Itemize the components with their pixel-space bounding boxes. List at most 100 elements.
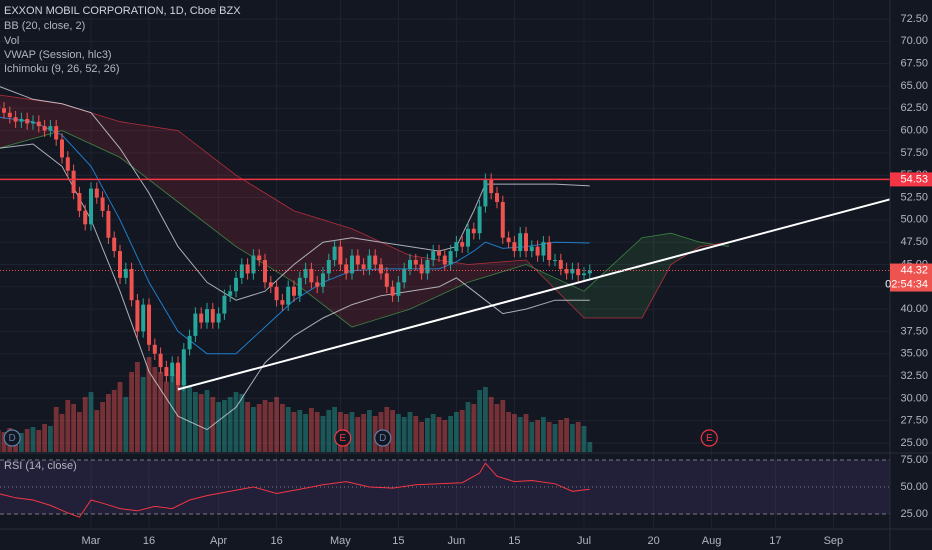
candle-body <box>239 264 244 278</box>
volume-bar <box>0 430 1 452</box>
volume-bar <box>587 442 593 452</box>
y-tick-label: 60.00 <box>900 124 928 136</box>
candle-body <box>297 277 302 296</box>
volume-bar <box>169 374 175 452</box>
candle-body <box>181 349 186 385</box>
volume-bar <box>152 367 158 452</box>
candle-body <box>94 188 99 198</box>
volume-bar <box>140 377 146 452</box>
candle-body <box>570 268 575 274</box>
y-tick-label: 30.00 <box>900 392 928 404</box>
volume-bar <box>390 410 395 452</box>
candle-body <box>349 255 354 274</box>
candle-body <box>71 170 76 194</box>
volume-bar <box>77 412 82 452</box>
candle-body <box>384 273 389 287</box>
volume-bar <box>227 397 233 452</box>
rsi-pane <box>0 459 890 518</box>
volume-bar <box>308 408 314 452</box>
candle-body <box>48 126 53 131</box>
candle-body <box>25 118 30 124</box>
volume-bar <box>320 416 326 452</box>
event-marker <box>700 429 718 447</box>
volume-bar <box>314 412 320 452</box>
candle-body <box>547 242 552 261</box>
candle-body <box>541 242 546 256</box>
volume-bar <box>546 422 552 452</box>
candle-body <box>204 309 209 323</box>
volume-bar <box>523 414 529 452</box>
candle-body <box>344 264 349 274</box>
volume-bar <box>198 394 204 452</box>
candle-body <box>187 335 192 350</box>
candle-body <box>164 367 169 377</box>
candle-body <box>378 264 383 274</box>
volume-bar <box>488 397 494 452</box>
candle-body <box>465 228 470 247</box>
x-tick-label: Sep <box>824 535 844 547</box>
rsi-title: RSI (14, close) <box>4 460 77 472</box>
volume-bar <box>361 414 366 452</box>
x-tick-label: 15 <box>508 535 520 547</box>
y-tick-label: 40.00 <box>900 303 928 315</box>
candle-body <box>402 268 407 283</box>
rsi-tick-label: 25.00 <box>900 508 928 520</box>
volume-bar <box>117 382 123 452</box>
volume-bar <box>436 417 442 452</box>
candle-body <box>454 242 459 252</box>
volume-bar <box>71 404 77 452</box>
volume-bar <box>216 402 221 452</box>
volume-bar <box>192 392 198 452</box>
volume-bar <box>36 430 42 452</box>
x-tick-label: Jul <box>577 535 591 547</box>
candle-body <box>176 362 180 385</box>
volume-bar <box>291 412 297 452</box>
candle-body <box>42 126 47 131</box>
rsi-line <box>0 462 590 518</box>
level-label: 54.53 <box>900 173 928 185</box>
candle-body <box>436 251 441 256</box>
candle-body <box>89 188 94 225</box>
volume-bar <box>285 407 291 452</box>
candle-body <box>13 117 18 122</box>
candle-body <box>489 179 494 194</box>
volume-bar <box>482 387 488 452</box>
y-tick-label: 70.00 <box>900 35 928 47</box>
x-tick-label: 20 <box>647 535 659 547</box>
candle-body <box>315 282 320 287</box>
ichimoku-cloud <box>467 260 526 283</box>
x-tick-label: Apr <box>210 535 227 547</box>
y-tick-label: 32.50 <box>900 370 928 382</box>
volume-bar <box>135 362 140 452</box>
y-tick-label: 50.00 <box>900 214 928 226</box>
candle-body <box>54 126 59 140</box>
candle-body <box>141 304 146 332</box>
candle-body <box>587 270 592 274</box>
volume-bar <box>181 380 187 452</box>
candle-body <box>361 264 366 269</box>
event-label: D <box>379 433 386 444</box>
volume-bar <box>187 387 192 452</box>
candle-body <box>477 206 482 234</box>
candle-body <box>257 255 262 261</box>
event-label: E <box>339 433 346 444</box>
candle-body <box>65 157 70 171</box>
candle-body <box>199 313 204 323</box>
volume-bar <box>42 424 48 452</box>
volume-bar <box>123 397 129 452</box>
volume-bar <box>413 416 419 452</box>
volume-bar <box>111 390 117 452</box>
candle-body <box>36 121 41 127</box>
bb-lower <box>0 143 590 431</box>
candle-body <box>500 201 505 238</box>
volume-bar <box>94 410 100 452</box>
y-tick-label: 72.50 <box>900 13 928 25</box>
last-price-label: 44.32 <box>900 264 928 276</box>
y-tick-label: 57.50 <box>900 147 928 159</box>
volume-bar <box>575 422 581 452</box>
candle-body <box>245 264 250 274</box>
candle-body <box>262 260 267 283</box>
volume-bar <box>569 424 575 452</box>
y-tick-label: 27.50 <box>900 415 928 427</box>
event-label: E <box>706 433 713 444</box>
